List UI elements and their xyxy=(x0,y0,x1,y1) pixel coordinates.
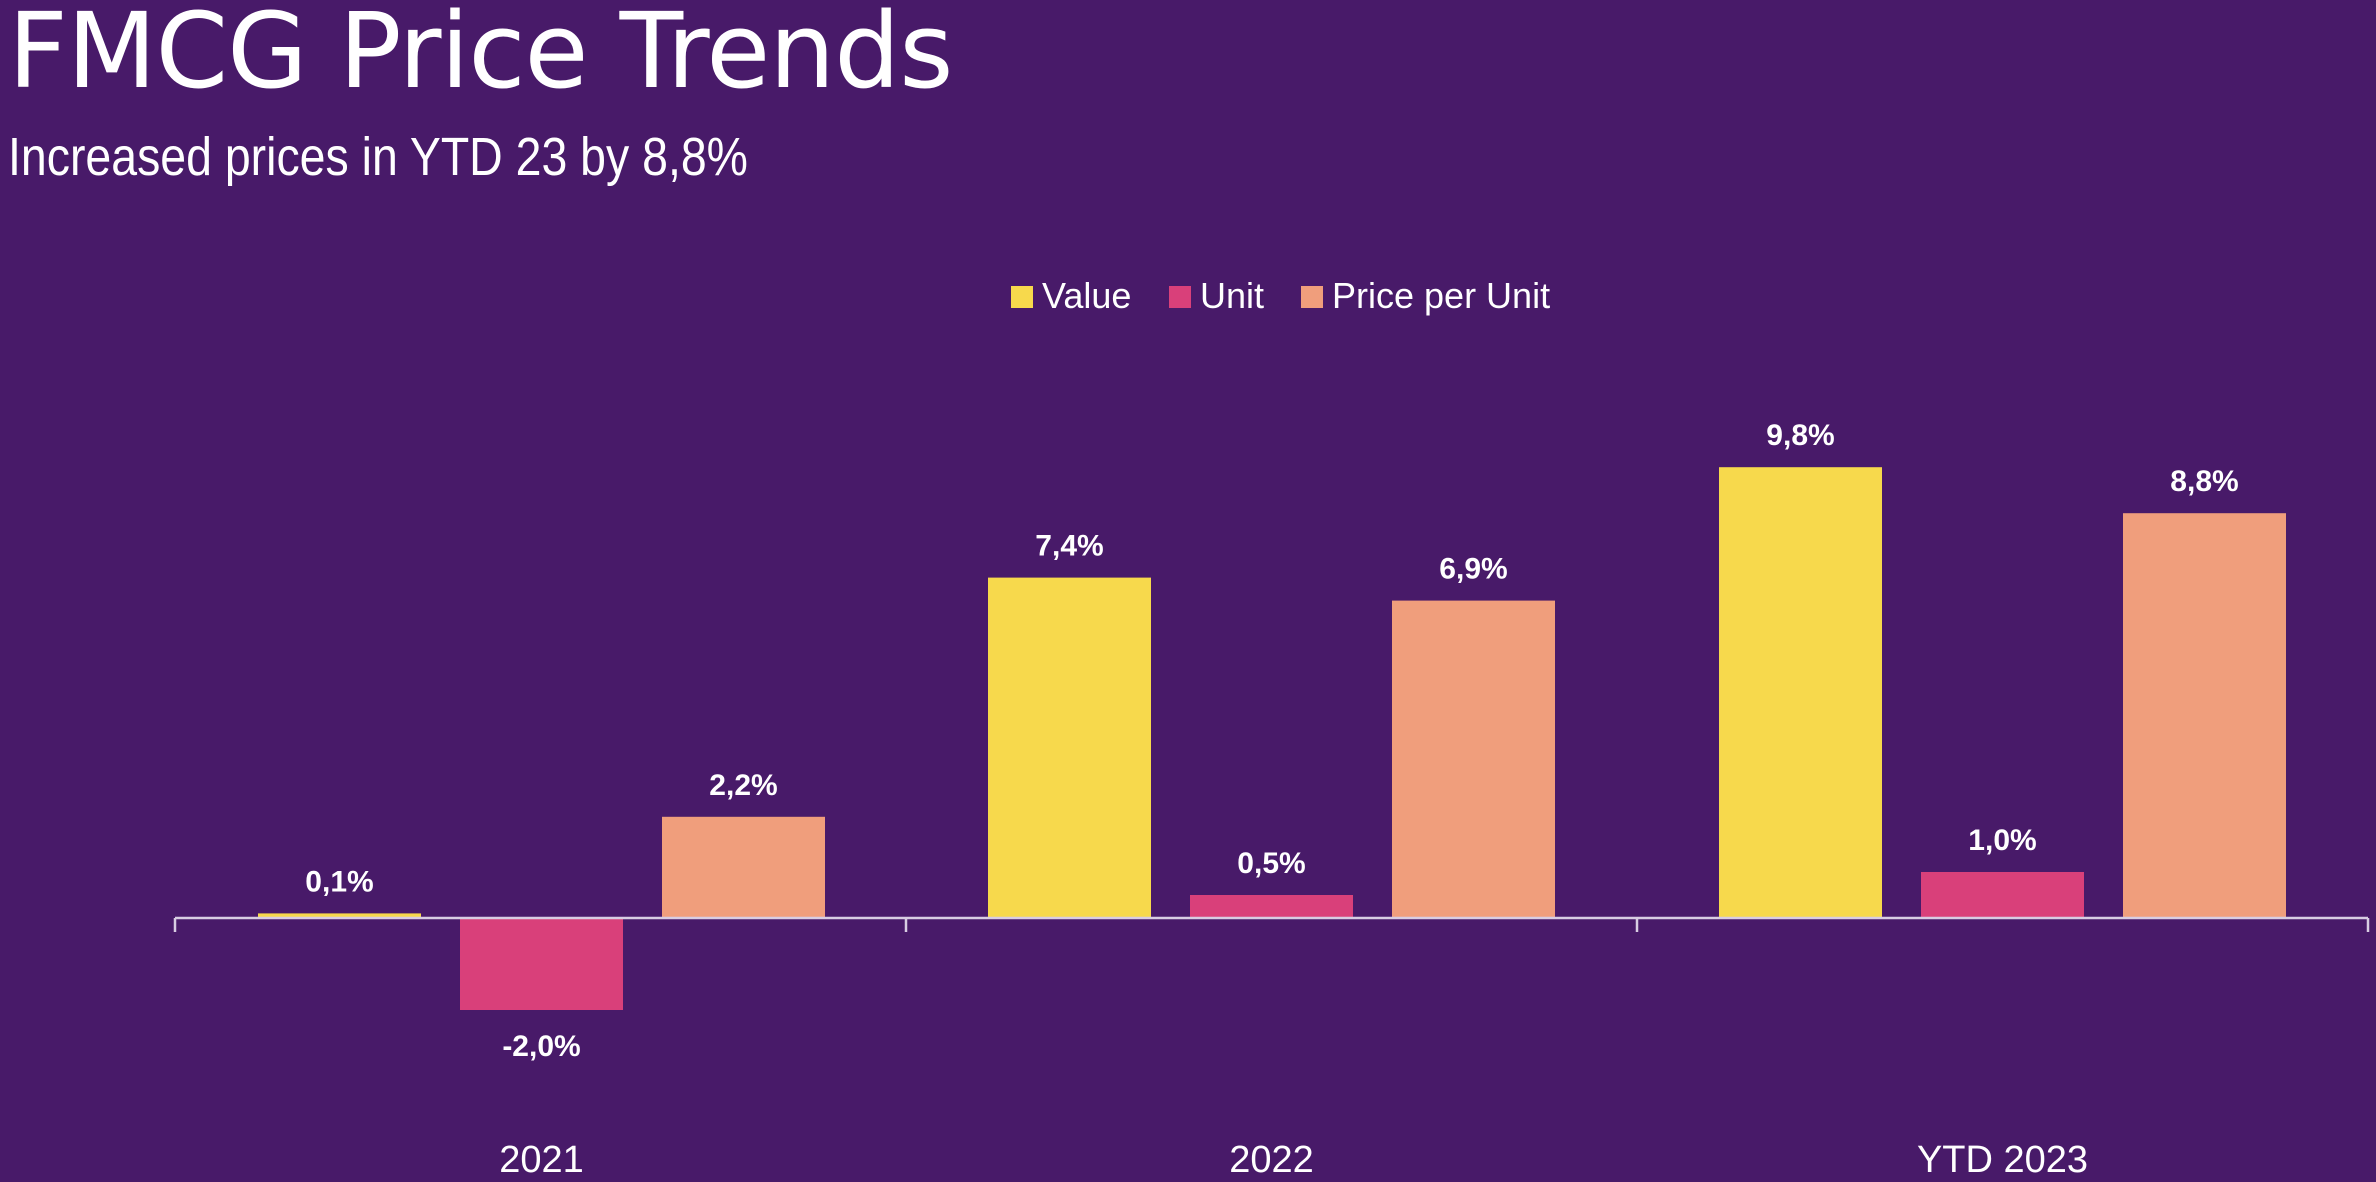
legend-label-value: Value xyxy=(1042,275,1131,316)
x-tick-label-2021: 2021 xyxy=(499,1139,584,1181)
chart-title: FMCG Price Trends xyxy=(8,0,953,112)
bar-unit-ytd-2023 xyxy=(1921,872,2084,918)
data-label-value-2022: 7,4% xyxy=(1035,530,1103,563)
chart-data-labels: 0,1% 7,4% 9,8% -2,0% 0,5% 1,0% 2,2% 6,9% 8,8% xyxy=(305,419,2238,1063)
legend-label-unit: Unit xyxy=(1200,275,1264,316)
x-tick-label-2022: 2022 xyxy=(1229,1139,1314,1181)
chart-bars xyxy=(258,467,2286,1010)
x-axis: 2021 2022 YTD 2023 xyxy=(173,916,2370,1181)
data-label-value-ytd-2023: 9,8% xyxy=(1766,419,1834,452)
data-label-value-2021: 0,1% xyxy=(305,865,373,898)
bar-value-2022 xyxy=(988,577,1151,918)
data-label-price-per-unit-ytd-2023: 8,8% xyxy=(2170,465,2238,498)
bar-unit-2021 xyxy=(460,918,623,1010)
legend-swatch-unit xyxy=(1169,286,1191,308)
bar-value-ytd-2023 xyxy=(1719,467,1882,918)
bar-price-per-unit-2021 xyxy=(662,816,825,918)
x-tick-label-ytd-2023: YTD 2023 xyxy=(1917,1139,2088,1181)
legend-swatch-value xyxy=(1011,286,1033,308)
bar-price-per-unit-2022 xyxy=(1392,600,1555,918)
bar-price-per-unit-ytd-2023 xyxy=(2123,513,2286,918)
chart-subtitle: Increased prices in YTD 23 by 8,8% xyxy=(8,127,748,187)
legend-swatch-price-per-unit xyxy=(1301,286,1323,308)
data-label-price-per-unit-2022: 6,9% xyxy=(1439,553,1507,586)
data-label-price-per-unit-2021: 2,2% xyxy=(709,769,777,802)
bar-value-2021 xyxy=(258,913,421,918)
data-label-unit-ytd-2023: 1,0% xyxy=(1968,824,2036,857)
data-label-unit-2021: -2,0% xyxy=(502,1030,580,1063)
chart-legend: Value Unit Price per Unit xyxy=(1011,275,1550,316)
bar-unit-2022 xyxy=(1190,895,1353,918)
data-label-unit-2022: 0,5% xyxy=(1237,847,1305,880)
legend-label-price-per-unit: Price per Unit xyxy=(1332,275,1550,316)
